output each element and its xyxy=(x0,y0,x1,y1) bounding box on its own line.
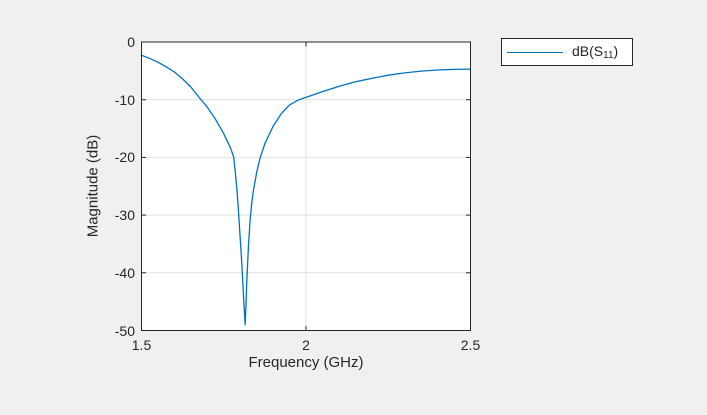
x-tick-label: 2.5 xyxy=(460,336,481,353)
y-tick-label: -20 xyxy=(114,149,135,166)
x-tick-label: 1.5 xyxy=(131,336,152,353)
legend-label-suffix: ) xyxy=(613,43,619,59)
y-tick-label: -50 xyxy=(114,322,135,339)
legend[interactable]: dB(S11) xyxy=(501,38,633,66)
legend-label: dB(S11) xyxy=(572,43,618,61)
y-tick-label: -10 xyxy=(114,91,135,108)
x-tick-label: 2 xyxy=(302,336,310,353)
y-tick-label: 0 xyxy=(127,34,135,50)
x-axis-label: Frequency (GHz) xyxy=(248,354,364,371)
s11-curve xyxy=(140,54,472,326)
y-tick-label: -30 xyxy=(114,207,135,224)
legend-line-sample xyxy=(507,51,563,53)
y-tick-label: -40 xyxy=(114,264,135,281)
legend-label-subscript: 11 xyxy=(603,50,614,61)
legend-label-prefix: dB(S xyxy=(572,43,604,59)
